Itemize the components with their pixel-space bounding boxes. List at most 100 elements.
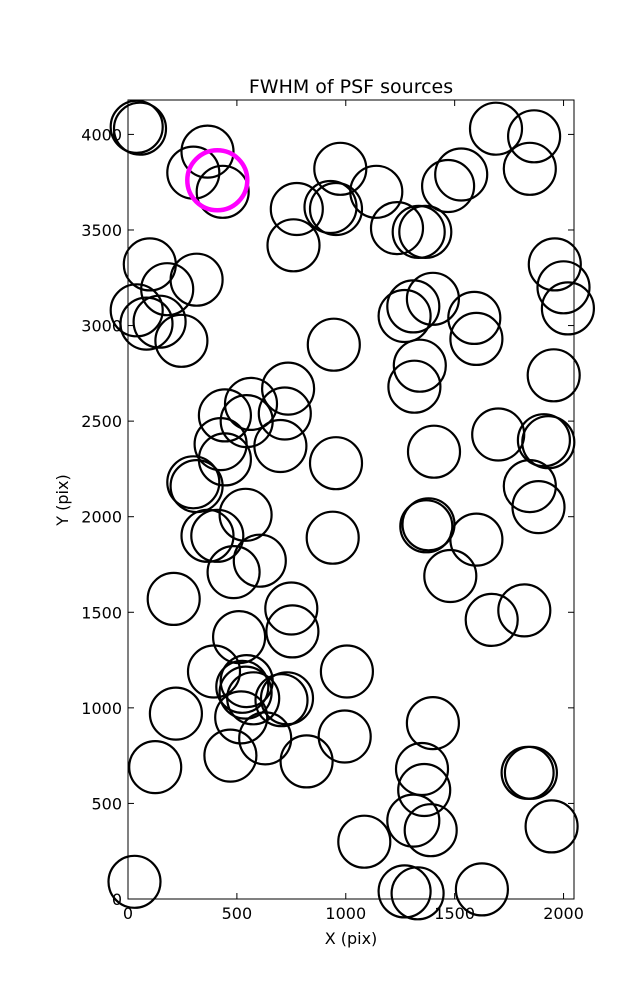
source-marker xyxy=(397,762,452,818)
source-marker xyxy=(468,101,524,156)
source-marker xyxy=(423,548,478,604)
source-marker xyxy=(447,290,502,345)
source-marker xyxy=(377,864,432,919)
x-tick-label: 1500 xyxy=(434,904,475,923)
source-marker xyxy=(306,317,361,372)
source-marker xyxy=(406,424,462,479)
source-marker xyxy=(166,455,221,510)
source-marker xyxy=(140,262,195,317)
source-marker xyxy=(180,124,235,179)
source-marker xyxy=(398,204,453,259)
y-tick-label: 0 xyxy=(112,890,122,909)
source-marker xyxy=(109,283,164,338)
chart-title: FWHM of PSF sources xyxy=(249,76,453,98)
data-points-group xyxy=(107,99,596,921)
y-tick-label: 1500 xyxy=(81,603,122,622)
plot-area-group xyxy=(128,100,574,899)
y-tick-label: 500 xyxy=(91,794,122,813)
source-marker xyxy=(434,147,489,202)
source-marker xyxy=(180,508,235,563)
source-marker xyxy=(337,814,392,869)
source-marker xyxy=(399,499,454,554)
source-marker xyxy=(386,793,441,848)
source-marker xyxy=(203,728,258,783)
source-marker xyxy=(257,386,312,441)
source-marker xyxy=(305,510,360,565)
y-tick-label: 2500 xyxy=(81,412,122,431)
source-marker xyxy=(215,659,270,714)
y-axis-ticks: 0 500 1000 1500 2000 2500 3000 3500 4000 xyxy=(81,125,574,909)
source-marker xyxy=(264,581,319,636)
source-marker xyxy=(218,665,273,720)
x-axis-ticks: 0 500 1000 1500 2000 xyxy=(123,100,584,923)
y-tick-label: 1000 xyxy=(81,699,122,718)
y-tick-label: 4000 xyxy=(81,125,122,144)
source-marker xyxy=(497,583,552,638)
source-marker xyxy=(254,673,309,728)
source-marker xyxy=(214,690,269,745)
highlighted-source-marker xyxy=(185,148,250,213)
x-tick-label: 1000 xyxy=(325,904,366,923)
plot-area xyxy=(128,100,574,899)
y-tick-label: 3500 xyxy=(81,221,122,240)
source-marker xyxy=(526,348,581,403)
source-marker xyxy=(503,745,559,800)
source-marker xyxy=(502,141,557,196)
source-marker xyxy=(369,201,425,256)
source-marker xyxy=(527,237,582,292)
source-marker xyxy=(266,218,321,273)
source-marker xyxy=(403,803,458,858)
x-tick-label: 2000 xyxy=(543,904,584,923)
source-marker xyxy=(449,512,504,567)
source-marker xyxy=(540,281,596,336)
source-marker xyxy=(405,695,460,751)
source-marker xyxy=(421,158,476,214)
source-marker xyxy=(146,571,201,627)
x-axis-label: X (pix) xyxy=(325,929,378,948)
source-marker xyxy=(186,644,242,699)
source-marker xyxy=(169,252,224,307)
source-marker xyxy=(319,644,374,699)
source-marker xyxy=(223,376,279,431)
source-marker xyxy=(349,164,404,219)
source-marker xyxy=(392,338,447,393)
source-marker xyxy=(387,359,442,414)
source-marker xyxy=(195,164,250,219)
y-tick-label: 2000 xyxy=(81,508,122,527)
source-marker xyxy=(405,271,460,326)
source-marker xyxy=(218,487,273,542)
source-marker xyxy=(390,866,445,921)
plot-frame xyxy=(127,99,575,900)
source-marker xyxy=(107,854,162,909)
source-marker xyxy=(454,862,509,917)
source-marker xyxy=(308,436,364,491)
source-marker xyxy=(502,459,557,514)
source-marker xyxy=(206,544,261,600)
source-marker xyxy=(132,294,187,349)
x-tick-label: 500 xyxy=(222,904,253,923)
source-marker xyxy=(269,181,324,237)
source-marker xyxy=(226,671,281,726)
source-marker xyxy=(148,686,203,741)
y-axis-label: Y (pix) xyxy=(53,474,72,526)
source-marker xyxy=(261,361,316,416)
source-marker xyxy=(524,799,579,854)
source-marker xyxy=(464,592,519,648)
source-marker xyxy=(197,388,252,443)
source-marker xyxy=(506,109,562,164)
source-marker xyxy=(511,480,566,535)
source-marker xyxy=(265,604,320,659)
source-marker xyxy=(154,313,209,368)
source-marker xyxy=(232,533,287,588)
source-marker xyxy=(516,413,572,468)
source-marker xyxy=(317,709,372,764)
source-marker xyxy=(449,311,504,366)
source-marker xyxy=(128,739,183,795)
source-marker xyxy=(238,711,293,766)
y-tick-label: 3000 xyxy=(81,317,122,336)
source-marker xyxy=(112,101,168,156)
source-marker xyxy=(119,296,174,351)
source-marker xyxy=(536,260,591,315)
